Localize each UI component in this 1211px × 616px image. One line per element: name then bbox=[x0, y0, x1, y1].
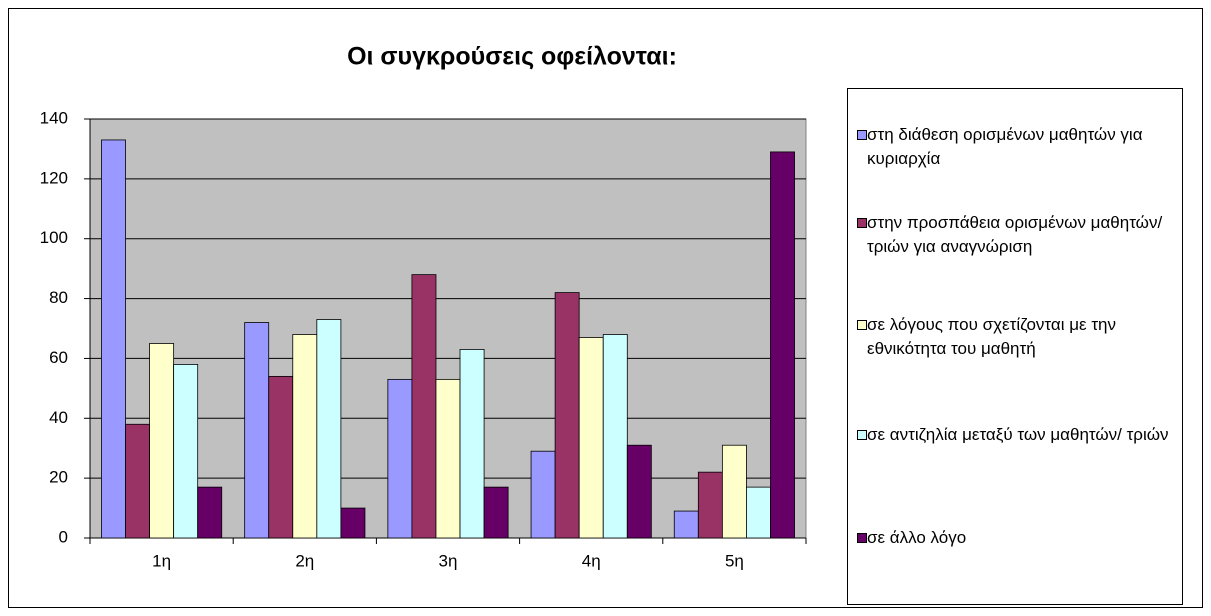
bar bbox=[125, 423, 150, 539]
x-tick-label: 1η bbox=[152, 551, 171, 570]
y-tick-label: 0 bbox=[59, 527, 68, 546]
x-tick-label: 3η bbox=[439, 551, 458, 570]
bar bbox=[292, 334, 318, 539]
bar bbox=[530, 450, 556, 539]
bar bbox=[697, 471, 723, 539]
legend-item: σε λόγους που σχετίζονται με την εθνικότ… bbox=[857, 313, 1177, 361]
bar bbox=[673, 510, 699, 539]
bar bbox=[459, 349, 485, 539]
bar bbox=[626, 444, 652, 539]
bar bbox=[746, 486, 771, 539]
bar bbox=[149, 343, 175, 539]
y-tick-label: 80 bbox=[49, 288, 68, 307]
bar bbox=[173, 364, 199, 539]
bar bbox=[554, 292, 580, 539]
bar bbox=[316, 319, 342, 539]
bar bbox=[101, 139, 126, 539]
x-tick-label: 2η bbox=[295, 551, 314, 570]
legend: στη διάθεση ορισμένων μαθητών για κυριαρ… bbox=[847, 88, 1183, 605]
legend-item: στην προσπάθεια ορισμένων μαθητών/τριών … bbox=[857, 211, 1177, 259]
y-tick-label: 40 bbox=[49, 408, 68, 427]
legend-swatch bbox=[857, 218, 867, 228]
bar bbox=[578, 337, 604, 539]
legend-label: σε αντιζηλία μεταξύ των μαθητών/ τριών bbox=[867, 425, 1169, 444]
y-tick-label: 140 bbox=[40, 108, 68, 127]
bar bbox=[483, 486, 509, 539]
bar bbox=[435, 378, 461, 539]
legend-item: σε άλλο λόγο bbox=[857, 526, 1177, 550]
bar bbox=[197, 486, 223, 539]
bar bbox=[411, 274, 437, 539]
y-tick-label: 100 bbox=[40, 228, 68, 247]
legend-item: σε αντιζηλία μεταξύ των μαθητών/ τριών bbox=[857, 423, 1177, 447]
legend-label: στη διάθεση ορισμένων μαθητών για κυριαρ… bbox=[867, 125, 1143, 168]
bar bbox=[721, 444, 747, 539]
x-tick-label: 4η bbox=[582, 551, 601, 570]
legend-swatch bbox=[857, 130, 867, 140]
bar bbox=[387, 378, 413, 539]
bar bbox=[770, 151, 795, 539]
y-tick-label: 120 bbox=[40, 168, 68, 187]
legend-label: σε λόγους που σχετίζονται με την εθνικότ… bbox=[867, 315, 1116, 358]
legend-label: στην προσπάθεια ορισμένων μαθητών/τριών … bbox=[867, 213, 1163, 256]
y-tick-label: 20 bbox=[49, 468, 68, 487]
bar bbox=[268, 375, 294, 539]
legend-label: σε άλλο λόγο bbox=[867, 528, 967, 547]
legend-swatch bbox=[857, 320, 867, 330]
bar bbox=[602, 334, 628, 539]
legend-swatch bbox=[857, 533, 867, 543]
bar bbox=[244, 322, 270, 539]
legend-swatch bbox=[857, 430, 867, 440]
x-tick-label: 5η bbox=[725, 551, 744, 570]
legend-item: στη διάθεση ορισμένων μαθητών για κυριαρ… bbox=[857, 123, 1177, 171]
chart-title: Οι συγκρούσεις οφείλονται: bbox=[347, 43, 677, 71]
y-tick-label: 60 bbox=[49, 348, 68, 367]
bar bbox=[340, 507, 366, 539]
